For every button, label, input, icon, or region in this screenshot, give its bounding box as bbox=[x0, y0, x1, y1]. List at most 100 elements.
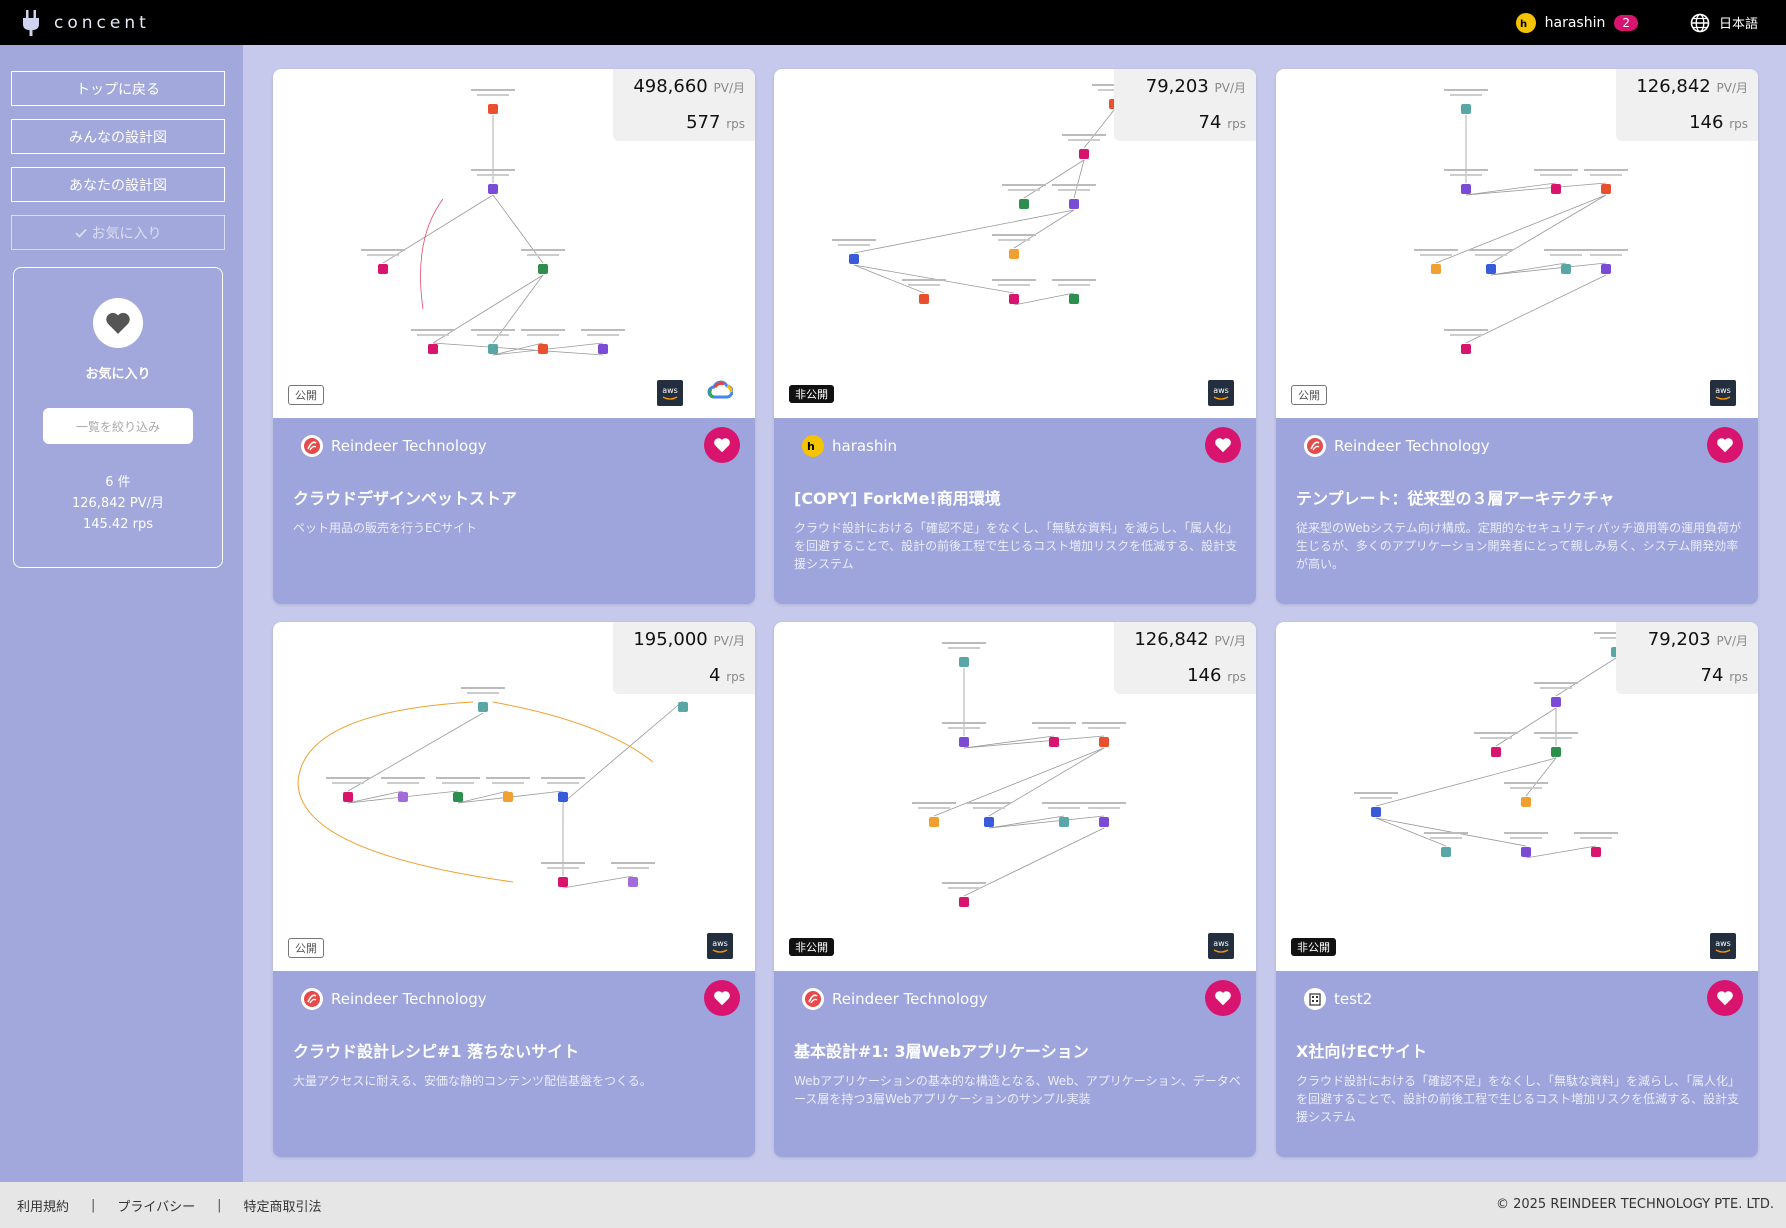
favorites-count: 6 件 bbox=[105, 475, 131, 490]
card-title[interactable]: X社向けECサイト bbox=[1296, 1042, 1428, 1061]
card-pv: 498,660 PV/月 bbox=[633, 76, 745, 97]
footer-separator: | bbox=[91, 1197, 96, 1213]
card-pv-value: 195,000 bbox=[633, 629, 708, 650]
rps-unit: rps bbox=[726, 117, 745, 131]
logo[interactable]: concent bbox=[22, 9, 150, 36]
card-author[interactable]: h harashin bbox=[802, 435, 897, 457]
aws-icon: aws bbox=[657, 380, 683, 406]
favorite-toggle-button[interactable] bbox=[1707, 980, 1743, 1016]
design-card[interactable]: 126,842 PV/月 146 rps 公開 aws Reindeer Technol… bbox=[1276, 69, 1758, 604]
rps-unit: rps bbox=[1729, 117, 1748, 131]
svg-text:aws: aws bbox=[1715, 386, 1731, 395]
card-description: クラウド設計における「確認不足」をなくし、「無駄な資料」を減らし、「属人化」を回… bbox=[794, 521, 1239, 571]
rps-unit: rps bbox=[1227, 670, 1246, 684]
back-to-top-label: トップに戻る bbox=[76, 81, 160, 98]
notification-badge[interactable]: 2 bbox=[1614, 14, 1638, 31]
card-rps-value: 4 bbox=[709, 665, 721, 686]
svg-text:aws: aws bbox=[662, 386, 678, 395]
footer-separator: | bbox=[217, 1197, 222, 1213]
author-avatar bbox=[1304, 988, 1326, 1010]
card-thumbnail[interactable]: 126,842 PV/月 146 rps 非公開 aws bbox=[774, 622, 1256, 971]
favorite-toggle-button[interactable] bbox=[704, 980, 740, 1016]
design-card[interactable]: 79,203 PV/月 74 rps 非公開 aws h harashin [COPY] F… bbox=[774, 69, 1256, 604]
pv-unit: PV/月 bbox=[713, 81, 746, 95]
privacy-link[interactable]: プライバシー bbox=[117, 1199, 196, 1215]
card-author[interactable]: Reindeer Technology bbox=[301, 435, 487, 457]
card-pv-value: 498,660 bbox=[633, 76, 708, 97]
card-author[interactable]: test2 bbox=[1304, 988, 1372, 1010]
card-author[interactable]: Reindeer Technology bbox=[1304, 435, 1490, 457]
favorites-button[interactable]: お気に入り bbox=[11, 215, 225, 250]
commerce-law-link[interactable]: 特定商取引法 bbox=[243, 1199, 322, 1215]
card-pv: 79,203 PV/月 bbox=[1648, 629, 1748, 650]
card-pv: 79,203 PV/月 bbox=[1146, 76, 1246, 97]
pv-unit: PV/月 bbox=[1214, 81, 1247, 95]
design-card[interactable]: 195,000 PV/月 4 rps 公開 aws Reindeer Technolog… bbox=[273, 622, 755, 1157]
favorite-toggle-button[interactable] bbox=[1205, 980, 1241, 1016]
author-avatar bbox=[1304, 435, 1326, 457]
card-pv-value: 79,203 bbox=[1647, 629, 1711, 650]
card-thumbnail[interactable]: 498,660 PV/月 577 rps 公開 aws bbox=[273, 69, 755, 418]
pv-unit: PV/月 bbox=[1214, 634, 1247, 648]
visibility-badge: 非公開 bbox=[1291, 938, 1336, 956]
card-rps: 4 rps bbox=[709, 665, 745, 686]
your-designs-button[interactable]: あなたの設計図 bbox=[11, 167, 225, 202]
card-description: Webアプリケーションの基本的な構造となる、Web、アプリケーション、データベー… bbox=[794, 1074, 1241, 1106]
card-thumbnail[interactable]: 79,203 PV/月 74 rps 非公開 aws bbox=[774, 69, 1256, 418]
filter-list-button[interactable]: 一覧を絞り込み bbox=[43, 408, 193, 444]
card-rps-value: 74 bbox=[1198, 112, 1222, 133]
aws-badge: aws bbox=[1208, 933, 1234, 959]
favorites-pv: 126,842 PV/月 bbox=[71, 496, 164, 511]
design-card[interactable]: 126,842 PV/月 146 rps 非公開 aws Reindeer Techno… bbox=[774, 622, 1256, 1157]
terms-link[interactable]: 利用規約 bbox=[17, 1199, 70, 1215]
card-metrics: 79,203 PV/月 74 rps bbox=[1616, 622, 1758, 694]
svg-text:aws: aws bbox=[1213, 386, 1229, 395]
author-name: Reindeer Technology bbox=[331, 437, 487, 455]
card-pv-value: 126,842 bbox=[1134, 629, 1209, 650]
diagram-thumbnail bbox=[912, 642, 1126, 907]
card-title[interactable]: クラウドデザインペットストア bbox=[293, 489, 518, 508]
visibility-badge: 公開 bbox=[1291, 385, 1327, 405]
pv-unit: PV/月 bbox=[1716, 81, 1749, 95]
heart-icon bbox=[1717, 438, 1733, 453]
card-author[interactable]: Reindeer Technology bbox=[802, 988, 988, 1010]
user-menu[interactable]: h harashin 2 bbox=[1515, 12, 1638, 33]
card-description: 大量アクセスに耐える、安価な静的コンテンツ配信基盤をつくる。 bbox=[293, 1074, 652, 1088]
svg-text:aws: aws bbox=[1213, 939, 1229, 948]
author-name: Reindeer Technology bbox=[1334, 437, 1490, 455]
your-designs-label: あなたの設計図 bbox=[69, 177, 167, 194]
favorites-button-label: お気に入り bbox=[91, 225, 162, 242]
design-card[interactable]: 79,203 PV/月 74 rps 非公開 aws test2 X社向けECサイト クラウ… bbox=[1276, 622, 1758, 1157]
check-icon bbox=[74, 228, 87, 238]
user-name: harashin bbox=[1544, 14, 1606, 31]
author-avatar-icon: h bbox=[807, 440, 815, 453]
card-thumbnail[interactable]: 195,000 PV/月 4 rps 公開 aws bbox=[273, 622, 755, 971]
card-title[interactable]: [COPY] ForkMe!商用環境 bbox=[794, 489, 1001, 508]
design-card[interactable]: 498,660 PV/月 577 rps 公開 aws Reindeer Technol… bbox=[273, 69, 755, 604]
heart-icon bbox=[1717, 991, 1733, 1006]
author-avatar: h bbox=[802, 435, 824, 457]
card-title[interactable]: 基本設計#1: 3層Webアプリケーション bbox=[794, 1042, 1089, 1061]
google-cloud-icon bbox=[707, 380, 733, 399]
diagram-thumbnail bbox=[832, 84, 1136, 306]
card-thumbnail[interactable]: 79,203 PV/月 74 rps 非公開 aws bbox=[1276, 622, 1758, 971]
card-description: ペット用品の販売を行うECサイト bbox=[293, 521, 477, 535]
heart-icon bbox=[1215, 991, 1231, 1006]
favorite-toggle-button[interactable] bbox=[704, 427, 740, 463]
language-selector[interactable]: 日本語 bbox=[1690, 13, 1758, 33]
card-title[interactable]: テンプレート：従来型の３層アーキテクチャ bbox=[1296, 489, 1615, 508]
favorite-toggle-button[interactable] bbox=[1707, 427, 1743, 463]
user-avatar-icon: h bbox=[1520, 19, 1527, 30]
rps-unit: rps bbox=[726, 670, 745, 684]
card-title[interactable]: クラウド設計レシピ#1 落ちないサイト bbox=[293, 1042, 580, 1061]
card-thumbnail[interactable]: 126,842 PV/月 146 rps 公開 aws bbox=[1276, 69, 1758, 418]
everyone-designs-button[interactable]: みんなの設計図 bbox=[11, 119, 225, 154]
aws-badge: aws bbox=[657, 380, 683, 406]
card-author[interactable]: Reindeer Technology bbox=[301, 988, 487, 1010]
back-to-top-button[interactable]: トップに戻る bbox=[11, 71, 225, 106]
favorites-stats: 6 件 126,842 PV/月 145.42 rps bbox=[72, 472, 164, 535]
favorite-toggle-button[interactable] bbox=[1205, 427, 1241, 463]
copyright: © 2025 REINDEER TECHNOLOGY PTE. LTD. bbox=[1495, 1197, 1774, 1212]
aws-icon: aws bbox=[1208, 380, 1234, 406]
heart-icon bbox=[714, 438, 730, 453]
